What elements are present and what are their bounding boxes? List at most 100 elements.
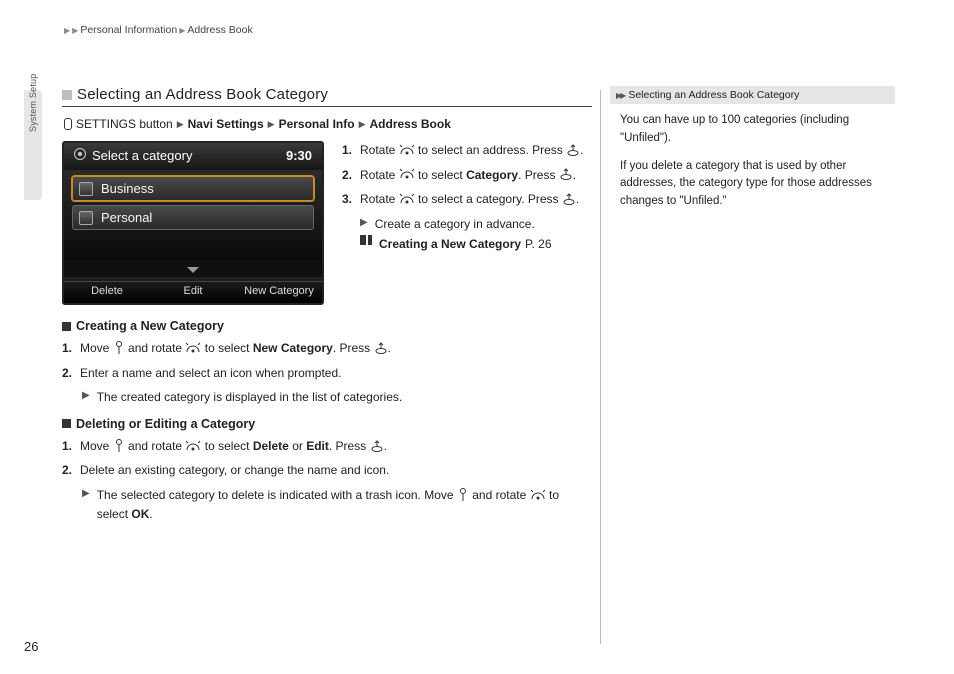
step-text: Edit bbox=[306, 439, 329, 453]
note-text: The selected category to delete is indic… bbox=[97, 488, 454, 502]
step-number: 1. bbox=[62, 339, 80, 358]
press-icon bbox=[559, 167, 573, 181]
path-item: Navi Settings bbox=[188, 117, 264, 131]
step-text: and rotate bbox=[128, 341, 182, 355]
right-header: ▶▶ Selecting an Address Book Category bbox=[610, 86, 895, 104]
right-paragraph: You can have up to 100 categories (inclu… bbox=[620, 112, 889, 148]
right-column: ▶▶ Selecting an Address Book Category Yo… bbox=[610, 86, 895, 221]
step-item: 3. Rotate to select a category. Press . bbox=[342, 190, 592, 209]
subsection-title: Creating a New Category bbox=[62, 319, 592, 333]
steps-list: 1. Rotate to select an address. Press . … bbox=[342, 141, 592, 305]
chevron-icon: ▶ bbox=[179, 26, 185, 35]
square-bullet-icon bbox=[62, 90, 72, 100]
step-body: Rotate to select an address. Press . bbox=[360, 141, 592, 160]
step-text: or bbox=[292, 439, 303, 453]
step-text: Rotate bbox=[360, 143, 395, 157]
square-bullet-icon bbox=[62, 322, 71, 331]
step-body: Rotate to select a category. Press . bbox=[360, 190, 592, 209]
dial-icon bbox=[399, 193, 415, 205]
note-text: . bbox=[149, 507, 152, 521]
step-text: Rotate bbox=[360, 168, 395, 182]
controller-icon bbox=[62, 117, 72, 131]
category-icon bbox=[79, 211, 93, 225]
side-section-label: System Setup bbox=[28, 74, 38, 132]
step-number: 1. bbox=[342, 141, 360, 160]
device-clock: 9:30 bbox=[286, 148, 312, 163]
dial-icon bbox=[530, 489, 546, 501]
subsection-body: 1. Move and rotate to select New Categor… bbox=[62, 339, 592, 407]
press-icon bbox=[374, 341, 388, 355]
note-text: and rotate bbox=[472, 488, 526, 502]
breadcrumb: ▶ ▶ Personal Information ▶ Address Book bbox=[64, 24, 253, 36]
breadcrumb-item: Personal Information bbox=[80, 24, 177, 36]
device-row-label: Personal bbox=[101, 210, 152, 225]
step-text: . bbox=[576, 192, 579, 206]
device-footer-btn: New Category bbox=[236, 281, 322, 297]
gear-icon bbox=[74, 148, 86, 160]
settings-path: SETTINGS button ▶ Navi Settings ▶ Person… bbox=[62, 117, 592, 131]
page-number: 26 bbox=[24, 639, 38, 654]
note-line: ▶ The selected category to delete is ind… bbox=[62, 486, 592, 523]
step-text: . bbox=[384, 439, 387, 453]
note-text: OK bbox=[131, 507, 149, 521]
step-number: 3. bbox=[342, 190, 360, 209]
step-number: 1. bbox=[62, 437, 80, 456]
device-footer-btn: Delete bbox=[64, 281, 150, 297]
chevron-icon: ▶ bbox=[72, 26, 78, 35]
step-item: 2. Rotate to select Category. Press . bbox=[342, 166, 592, 185]
step-text: to select a category. Press bbox=[418, 192, 559, 206]
dial-icon bbox=[399, 168, 415, 180]
device-list-item: Personal bbox=[72, 205, 314, 230]
step-number: 2. bbox=[342, 166, 360, 185]
step-text: . Press bbox=[518, 168, 555, 182]
reference-page: P. 26 bbox=[525, 235, 551, 254]
dial-icon bbox=[185, 440, 201, 452]
note-text: The created category is displayed in the… bbox=[97, 388, 403, 407]
list-item: 1. Move and rotate to select New Categor… bbox=[62, 339, 592, 358]
lever-icon bbox=[113, 341, 125, 355]
square-bullet-icon bbox=[62, 419, 71, 428]
step-item: 1. Rotate to select an address. Press . bbox=[342, 141, 592, 160]
subsection-title: Deleting or Editing a Category bbox=[62, 417, 592, 431]
step-text: Delete an existing category, or change t… bbox=[80, 461, 389, 480]
right-header-label: Selecting an Address Book Category bbox=[628, 89, 799, 101]
list-item: 1. Move and rotate to select Delete or E… bbox=[62, 437, 592, 456]
chevron-icon: ▶ bbox=[359, 119, 366, 130]
divider bbox=[600, 90, 601, 644]
step-text: to select bbox=[205, 439, 250, 453]
device-row-label: Business bbox=[101, 181, 154, 196]
device-header: Select a category 9:30 bbox=[64, 143, 322, 170]
reference-icon bbox=[360, 235, 372, 245]
step-text: Category bbox=[466, 168, 518, 182]
chevron-icon: ▶ bbox=[82, 388, 90, 407]
path-text: SETTINGS button bbox=[76, 117, 173, 131]
section-title-row: Selecting an Address Book Category bbox=[62, 86, 592, 107]
chevron-icon: ▶ bbox=[360, 215, 368, 234]
step-text: to select bbox=[205, 341, 250, 355]
double-chevron-icon: ▶▶ bbox=[616, 91, 624, 100]
step-text: Delete bbox=[253, 439, 289, 453]
path-item: Personal Info bbox=[279, 117, 355, 131]
device-footer-btn: Edit bbox=[150, 281, 236, 297]
list-item: 2. Enter a name and select an icon when … bbox=[62, 364, 592, 383]
chevron-icon: ▶ bbox=[177, 119, 184, 130]
step-text: . bbox=[573, 168, 576, 182]
press-icon bbox=[562, 192, 576, 206]
step-text: . bbox=[580, 143, 583, 157]
step-text: to select bbox=[418, 168, 463, 182]
step-text: . Press bbox=[333, 341, 370, 355]
note-line: ▶ The created category is displayed in t… bbox=[62, 388, 592, 407]
breadcrumb-item: Address Book bbox=[187, 24, 252, 36]
step-text: Move bbox=[80, 439, 109, 453]
dial-icon bbox=[185, 342, 201, 354]
device-screenshot: Select a category 9:30 Business Personal… bbox=[62, 141, 324, 305]
chevron-down-icon bbox=[187, 267, 199, 273]
subsection-body: 1. Move and rotate to select Delete or E… bbox=[62, 437, 592, 523]
step-text: Enter a name and select an icon when pro… bbox=[80, 364, 342, 383]
device-footer: Delete Edit New Category bbox=[64, 277, 322, 303]
subsection-label: Creating a New Category bbox=[76, 319, 224, 333]
right-paragraph: If you delete a category that is used by… bbox=[620, 158, 889, 211]
step-text: to select an address. Press bbox=[418, 143, 563, 157]
note-line: ▶ Create a category in advance. bbox=[342, 215, 592, 234]
path-item: Address Book bbox=[370, 117, 451, 131]
